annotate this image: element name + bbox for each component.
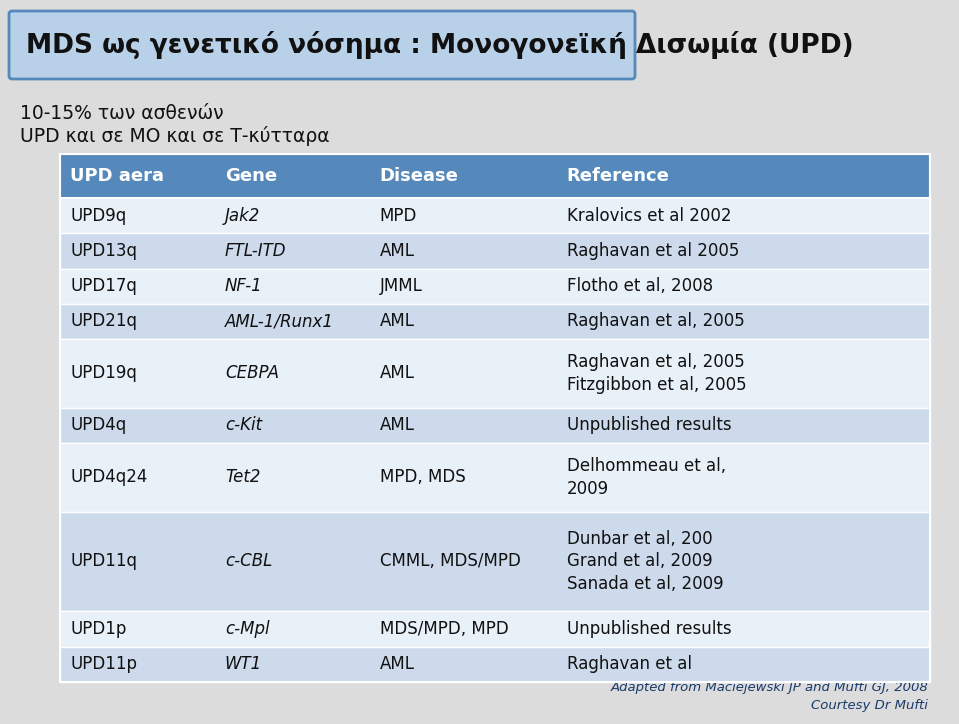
Text: AML: AML	[380, 242, 414, 260]
Bar	[60, 647, 930, 682]
Text: UPD aera: UPD aera	[70, 167, 164, 185]
Text: Flotho et al, 2008: Flotho et al, 2008	[567, 277, 713, 295]
Bar	[60, 154, 930, 682]
Text: Gene: Gene	[224, 167, 277, 185]
Text: Kralovics et al 2002: Kralovics et al 2002	[567, 206, 732, 224]
Text: UPD και σε ΜΟ και σε Τ-κύτταρα: UPD και σε ΜΟ και σε Τ-κύτταρα	[20, 126, 330, 146]
Text: MPD: MPD	[380, 206, 417, 224]
Text: AML: AML	[380, 416, 414, 434]
Text: Raghavan et al: Raghavan et al	[567, 655, 691, 673]
Bar	[60, 408, 930, 443]
Text: JMML: JMML	[380, 277, 423, 295]
Text: Jak2: Jak2	[224, 206, 260, 224]
Text: AML: AML	[380, 364, 414, 382]
Text: 10-15% των ασθενών: 10-15% των ασθενών	[20, 104, 223, 123]
Text: NF-1: NF-1	[224, 277, 263, 295]
Text: FTL-ITD: FTL-ITD	[224, 242, 287, 260]
Bar	[60, 443, 930, 511]
FancyBboxPatch shape	[9, 11, 635, 79]
Text: UPD9q: UPD9q	[70, 206, 127, 224]
Text: AML-1/Runx1: AML-1/Runx1	[224, 313, 334, 330]
Text: Raghavan et al 2005: Raghavan et al 2005	[567, 242, 739, 260]
Text: UPD21q: UPD21q	[70, 313, 137, 330]
Text: Raghavan et al, 2005: Raghavan et al, 2005	[567, 313, 744, 330]
Text: Reference: Reference	[567, 167, 669, 185]
Text: UPD4q: UPD4q	[70, 416, 127, 434]
Text: UPD1p: UPD1p	[70, 620, 127, 638]
Text: AML: AML	[380, 313, 414, 330]
Text: Delhommeau et al,
2009: Delhommeau et al, 2009	[567, 457, 726, 497]
Text: UPD11q: UPD11q	[70, 552, 137, 571]
Text: UPD17q: UPD17q	[70, 277, 137, 295]
Bar	[60, 304, 930, 339]
Text: Unpublished results: Unpublished results	[567, 416, 732, 434]
Text: UPD13q: UPD13q	[70, 242, 137, 260]
Text: UPD4q24: UPD4q24	[70, 468, 148, 487]
Text: c-Kit: c-Kit	[224, 416, 262, 434]
Bar	[60, 612, 930, 647]
Text: UPD11p: UPD11p	[70, 655, 137, 673]
Text: MDS ως γενετικό νόσημα : Μονογονεϊκή Δισωμία (UPD): MDS ως γενετικό νόσημα : Μονογονεϊκή Δισ…	[26, 31, 854, 59]
Text: MPD, MDS: MPD, MDS	[380, 468, 465, 487]
Text: Dunbar et al, 200
Grand et al, 2009
Sanada et al, 2009: Dunbar et al, 200 Grand et al, 2009 Sana…	[567, 529, 723, 594]
Text: AML: AML	[380, 655, 414, 673]
Text: c-CBL: c-CBL	[224, 552, 272, 571]
Text: CEBPA: CEBPA	[224, 364, 279, 382]
Text: MDS/MPD, MPD: MDS/MPD, MPD	[380, 620, 508, 638]
Bar	[60, 198, 930, 233]
Bar	[60, 154, 930, 198]
Text: Raghavan et al, 2005
Fitzgibbon et al, 2005: Raghavan et al, 2005 Fitzgibbon et al, 2…	[567, 353, 746, 394]
Text: WT1: WT1	[224, 655, 262, 673]
Bar	[60, 233, 930, 269]
Bar	[60, 511, 930, 612]
Text: c-Mpl: c-Mpl	[224, 620, 269, 638]
Text: CMML, MDS/MPD: CMML, MDS/MPD	[380, 552, 521, 571]
Text: Unpublished results: Unpublished results	[567, 620, 732, 638]
Text: UPD19q: UPD19q	[70, 364, 137, 382]
Bar	[60, 269, 930, 304]
Text: Tet2: Tet2	[224, 468, 260, 487]
Text: Disease: Disease	[380, 167, 458, 185]
Bar	[60, 339, 930, 408]
Text: Adapted from Maciejewski JP and Mufti GJ, 2008
Courtesy Dr Mufti: Adapted from Maciejewski JP and Mufti GJ…	[610, 681, 928, 712]
